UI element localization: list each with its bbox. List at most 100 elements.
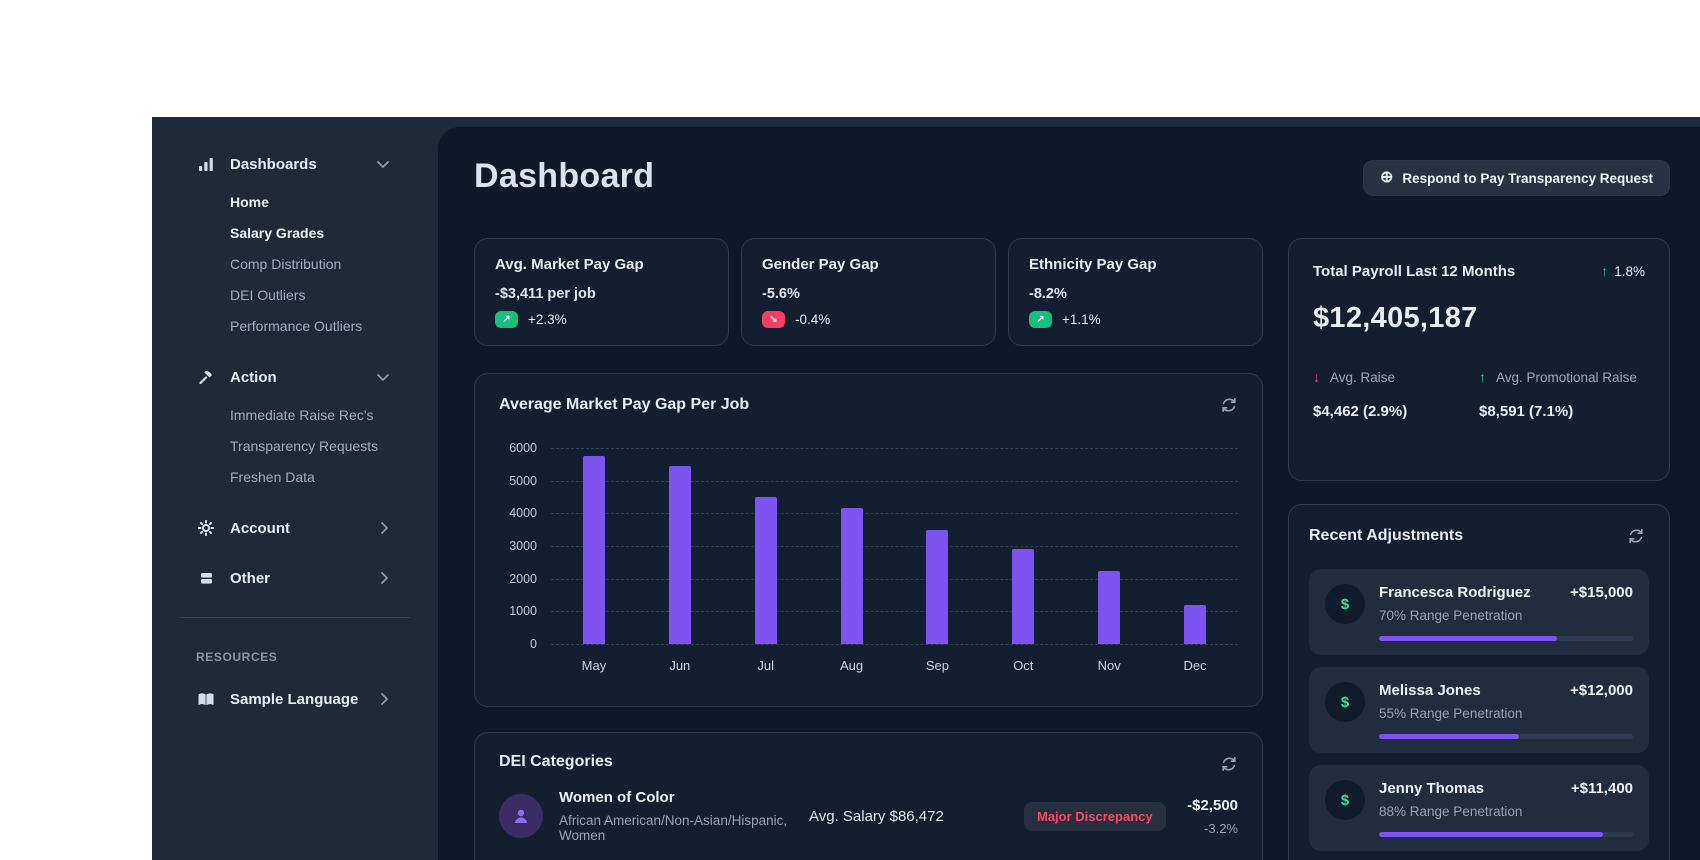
- sidebar-group-label: Dashboards: [230, 155, 317, 173]
- dei-card-title: DEI Categories: [499, 753, 613, 770]
- range-penetration-label: 55% Range Penetration: [1379, 706, 1523, 721]
- sidebar-item-freshen-data[interactable]: Freshen Data: [230, 469, 315, 485]
- range-penetration-progress: [1379, 636, 1633, 641]
- sidebar-group-account-header[interactable]: Account: [152, 515, 438, 541]
- major-discrepancy-badge: Major Discrepancy: [1024, 801, 1166, 831]
- chart-bar-jun[interactable]: [668, 465, 691, 644]
- bar-column-dec: [1152, 448, 1238, 644]
- sidebar-group-label: Account: [230, 519, 290, 537]
- payroll-title: Total Payroll Last 12 Months: [1313, 263, 1516, 280]
- dei-row-women-of-color[interactable]: Women of Color African American/Non-Asia…: [499, 789, 1238, 843]
- sidebar-group-other-header[interactable]: Other: [152, 565, 438, 591]
- adjustment-row-jenny-thomas[interactable]: $ Jenny Thomas +$11,400 88% Range Penetr…: [1309, 765, 1649, 851]
- chart-y-axis: 6000 5000 4000 3000 2000 1000 0: [499, 441, 537, 651]
- adjustment-name-row: Francesca Rodriguez +$15,000: [1379, 584, 1633, 601]
- metric-label-row: ↑ Avg. Promotional Raise: [1479, 369, 1645, 385]
- sidebar-group-other: Other: [152, 565, 438, 591]
- plus-circle-icon: ⊕: [1380, 169, 1394, 186]
- stack-icon: [196, 569, 216, 587]
- sidebar-item-immediate-raise-recs[interactable]: Immediate Raise Rec's: [230, 407, 374, 423]
- refresh-icon[interactable]: [1216, 751, 1242, 777]
- sidebar-item-comp-distribution[interactable]: Comp Distribution: [230, 256, 342, 272]
- sidebar-item-transparency-requests[interactable]: Transparency Requests: [230, 438, 379, 454]
- stat-card-avg-market-pay-gap: Avg. Market Pay Gap -$3,411 per job ↗ +2…: [474, 238, 729, 346]
- chart-bar-sep[interactable]: [926, 529, 949, 644]
- stats-row: Avg. Market Pay Gap -$3,411 per job ↗ +2…: [474, 238, 1263, 346]
- chart-bar-dec[interactable]: [1184, 604, 1207, 644]
- adjustment-text: Melissa Jones +$12,000 55% Range Penetra…: [1379, 682, 1633, 722]
- dei-categories-card: DEI Categories Women of Color African Am…: [474, 732, 1263, 860]
- sidebar-group-dashboards: Dashboards Home Salary Grades Comp Distr…: [152, 151, 438, 348]
- bar-column-nov: [1066, 448, 1152, 644]
- bar-column-oct: [980, 448, 1066, 644]
- x-tick-label-aug: Aug: [839, 658, 864, 673]
- total-payroll-card: Total Payroll Last 12 Months ↑ 1.8% $12,…: [1288, 238, 1670, 481]
- sidebar-item-salary-grades[interactable]: Salary Grades: [230, 225, 325, 241]
- metric-label-row: ↓ Avg. Raise: [1313, 369, 1479, 385]
- bar-chart-card: Average Market Pay Gap Per Job 6000 5000 4…: [474, 373, 1263, 707]
- sidebar-group-account: Account: [152, 515, 438, 541]
- chart-bar-may[interactable]: [582, 456, 605, 644]
- metric-label: Avg. Promotional Raise: [1496, 369, 1637, 385]
- y-tick-label: 2000: [509, 571, 537, 586]
- sidebar-item-performance-outliers[interactable]: Performance Outliers: [230, 318, 363, 334]
- adjustment-main: $ Melissa Jones +$12,000 55% Range Penet…: [1325, 682, 1633, 722]
- chart-bar-nov[interactable]: [1098, 570, 1121, 644]
- respond-transparency-request-button[interactable]: ⊕ Respond to Pay Transparency Request: [1363, 160, 1670, 196]
- sidebar-group-action-header[interactable]: Action: [152, 364, 438, 390]
- adjustment-text: Francesca Rodriguez +$15,000 70% Range P…: [1379, 584, 1633, 624]
- chart-bar-aug[interactable]: [840, 508, 863, 644]
- adjustment-amount: +$15,000: [1570, 584, 1633, 601]
- stat-delta: +1.1%: [1062, 312, 1101, 327]
- sidebar-item-sample-language[interactable]: Sample Language: [152, 686, 438, 712]
- range-penetration-label: 88% Range Penetration: [1379, 804, 1523, 819]
- sidebar-group-dashboards-items: Home Salary Grades Comp Distribution DEI…: [152, 177, 438, 348]
- stat-value: -5.6%: [762, 286, 800, 302]
- chart-area: 6000 5000 4000 3000 2000 1000 0: [499, 441, 1238, 651]
- sidebar-group-action-items: Immediate Raise Rec's Transparency Reque…: [152, 390, 438, 499]
- dei-avg-salary: Avg. Salary $86,472: [809, 807, 944, 825]
- refresh-icon[interactable]: [1216, 392, 1242, 418]
- stat-delta: +2.3%: [528, 312, 567, 327]
- range-penetration-progress: [1379, 734, 1633, 739]
- adjustment-amount: +$12,000: [1570, 682, 1633, 699]
- x-tick-label-jul: Jul: [757, 658, 774, 673]
- adjustment-row-melissa-jones[interactable]: $ Melissa Jones +$12,000 55% Range Penet…: [1309, 667, 1649, 753]
- resources-heading: RESOURCES: [196, 650, 278, 664]
- adjustment-row-francesca-rodriguez[interactable]: $ Francesca Rodriguez +$15,000 70% Range…: [1309, 569, 1649, 655]
- dollar-avatar-icon: $: [1325, 780, 1365, 820]
- dollar-avatar-icon: $: [1325, 682, 1365, 722]
- x-tick-label-dec: Dec: [1183, 658, 1207, 673]
- gridline: [551, 644, 1238, 645]
- stat-delta-row: ↘ -0.4%: [762, 311, 975, 328]
- stat-card-gender-pay-gap: Gender Pay Gap -5.6% ↘ -0.4%: [741, 238, 996, 346]
- stat-title: Avg. Market Pay Gap: [495, 256, 644, 273]
- progress-fill: [1379, 636, 1557, 641]
- avg-raise-metric: ↓ Avg. Raise $4,462 (2.9%): [1313, 369, 1479, 420]
- adjustment-name-row: Melissa Jones +$12,000: [1379, 682, 1633, 699]
- chart-bar-oct[interactable]: [1012, 549, 1035, 644]
- bar-column-may: [551, 448, 637, 644]
- sidebar-group-dashboards-header[interactable]: Dashboards: [152, 151, 438, 177]
- metric-value: $4,462 (2.9%): [1313, 403, 1408, 420]
- right-column: Total Payroll Last 12 Months ↑ 1.8% $12,…: [1288, 238, 1670, 860]
- range-penetration-label: 70% Range Penetration: [1379, 608, 1523, 623]
- sidebar-item-dei-outliers[interactable]: DEI Outliers: [230, 287, 306, 303]
- gridline: [551, 578, 1238, 580]
- avg-promotional-raise-metric: ↑ Avg. Promotional Raise $8,591 (7.1%): [1479, 369, 1645, 420]
- bar-column-jun: [637, 448, 723, 644]
- payroll-total-value: $12,405,187: [1313, 302, 1478, 334]
- chart-plot: [551, 448, 1238, 645]
- sidebar-item-home[interactable]: Home: [230, 194, 269, 210]
- y-tick-label: 6000: [509, 441, 537, 455]
- chevron-right-icon: [378, 571, 390, 585]
- y-tick-label: 4000: [509, 506, 537, 521]
- bar-column-sep: [895, 448, 981, 644]
- chevron-down-icon: [376, 158, 390, 170]
- payroll-metrics: ↓ Avg. Raise $4,462 (2.9%) ↑ Avg. Promot…: [1313, 369, 1645, 420]
- chart-bar-jul[interactable]: [754, 497, 777, 644]
- stat-delta: -0.4%: [795, 312, 831, 327]
- refresh-icon[interactable]: [1623, 523, 1649, 549]
- main-panel: Dashboard ⊕ Respond to Pay Transparency …: [438, 127, 1700, 860]
- chart-title: Average Market Pay Gap Per Job: [499, 396, 750, 413]
